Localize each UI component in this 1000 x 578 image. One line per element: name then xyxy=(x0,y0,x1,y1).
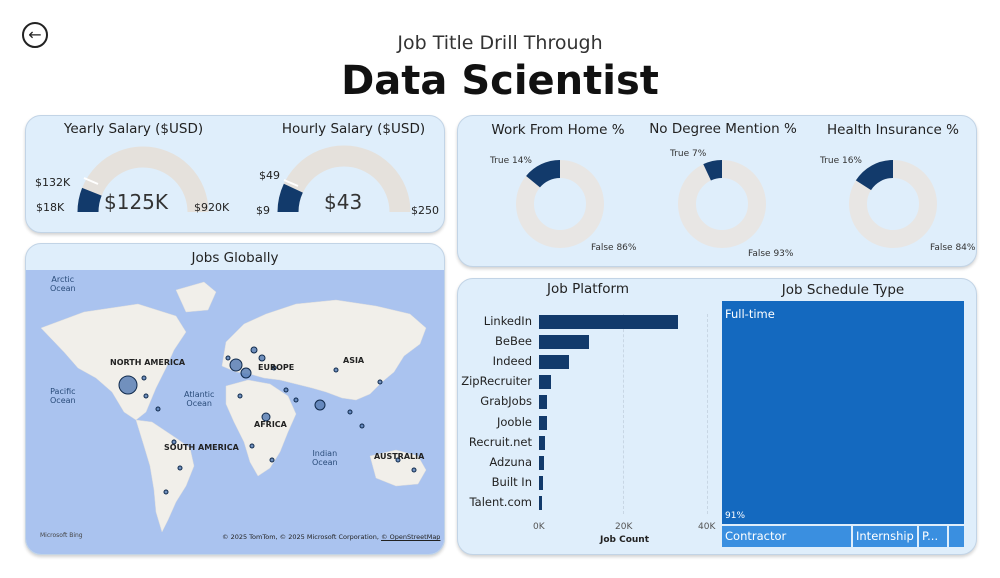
hourly-salary-value: $43 xyxy=(324,190,363,214)
hourly-gauge[interactable] xyxy=(236,132,436,232)
no-degree-donut-true-slice xyxy=(703,160,723,181)
bar[interactable] xyxy=(539,495,543,510)
bar-label: GrabJobs xyxy=(480,394,532,409)
yearly-gauge[interactable] xyxy=(26,132,236,232)
treemap-contractor[interactable]: Contractor xyxy=(722,526,851,547)
world-map[interactable] xyxy=(26,270,444,554)
hourly-min-label: $9 xyxy=(256,204,270,217)
bar[interactable] xyxy=(539,315,678,329)
health-donut-true-slice xyxy=(855,160,894,191)
wfh-donut[interactable] xyxy=(510,154,610,254)
map-copyright: © 2025 TomTom, © 2025 Microsoft Corporat… xyxy=(222,533,441,541)
no-degree-false-label: False 93% xyxy=(748,249,794,259)
bar[interactable] xyxy=(539,415,547,430)
bar-label: Built In xyxy=(491,474,532,489)
bar-label: BeBee xyxy=(494,334,532,349)
health-false-label: False 84% xyxy=(930,243,976,253)
map-card: Jobs Globally xyxy=(25,243,445,555)
hourly-target-label: $49 xyxy=(259,169,280,182)
pacific-ocean-label: Pacific Ocean xyxy=(50,387,76,405)
no-degree-title: No Degree Mention % xyxy=(649,121,797,137)
map-title: Jobs Globally xyxy=(191,250,279,266)
treemap-full-time[interactable]: Full-time 91% xyxy=(722,301,964,524)
page-title: Data Scientist xyxy=(341,58,659,104)
north-america-label: NORTH AMERICA xyxy=(110,358,186,367)
wfh-title: Work From Home % xyxy=(491,122,625,138)
arrow-left-icon: ← xyxy=(28,25,42,44)
bar-label: LinkedIn xyxy=(483,314,532,328)
grid-line-20k xyxy=(623,314,624,514)
hourly-max-label: $250 xyxy=(411,204,439,217)
wfh-false-label: False 86% xyxy=(591,243,637,253)
job-markers xyxy=(118,346,417,495)
percent-card: Work From Home % No Degree Mention % Hea… xyxy=(457,115,977,267)
osm-link[interactable]: © OpenStreetMap xyxy=(381,533,441,541)
yearly-salary-title: Yearly Salary ($USD) xyxy=(63,121,204,137)
asia-label: ASIA xyxy=(343,356,365,365)
no-degree-donut[interactable] xyxy=(672,154,772,254)
job-platform-title: Job Platform xyxy=(546,281,630,297)
bar[interactable] xyxy=(539,335,590,350)
arctic-ocean-label: Arctic Ocean xyxy=(50,275,76,293)
bar-label: ZipRecruiter xyxy=(461,374,532,389)
bar-label: Jooble xyxy=(496,414,532,429)
europe-label: EUROPE xyxy=(258,363,295,372)
platform-card: Job Platform Job Schedule Type LinkedIn B… xyxy=(457,278,977,555)
x-axis-label: Job Count xyxy=(600,535,650,545)
bar[interactable] xyxy=(539,355,570,370)
africa-label: AFRICA xyxy=(254,420,287,429)
yearly-salary-value: $125K xyxy=(104,190,169,214)
south-america-label: SOUTH AMERICA xyxy=(164,443,239,452)
full-time-pct: 91% xyxy=(725,511,746,521)
health-insurance-title: Health Insurance % xyxy=(827,122,959,138)
bar-label: Adzuna xyxy=(489,454,532,469)
bar-label: Indeed xyxy=(492,354,532,369)
x-tick-0k: 0K xyxy=(533,522,545,532)
hourly-gauge-fill xyxy=(277,183,304,213)
health-donut[interactable] xyxy=(843,154,943,254)
job-schedule-title: Job Schedule Type xyxy=(781,282,905,298)
treemap-part-time[interactable]: P... xyxy=(919,526,947,547)
no-degree-true-label: True 7% xyxy=(670,149,707,159)
australia-label: AUSTRALIA xyxy=(374,452,425,461)
indian-ocean-label: Indian Ocean xyxy=(312,449,338,467)
page-subtitle: Job Title Drill Through xyxy=(397,32,603,54)
yearly-gauge-fill xyxy=(77,187,102,213)
treemap-other[interactable] xyxy=(949,526,964,547)
wfh-true-label: True 14% xyxy=(490,156,532,166)
hourly-salary-title: Hourly Salary ($USD) xyxy=(281,121,426,137)
salary-card: Yearly Salary ($USD) $132K $18K $920K $1… xyxy=(25,115,445,233)
bing-logo: Microsoft Bing xyxy=(40,532,83,539)
treemap-internship[interactable]: Internship xyxy=(853,526,917,547)
grid-line-40k xyxy=(707,314,708,514)
bar-label: Recruit.net xyxy=(468,434,532,449)
full-time-label: Full-time xyxy=(725,307,775,321)
bar-label: Talent.com xyxy=(469,494,532,509)
bar[interactable] xyxy=(539,375,551,390)
yearly-max-label: $920K xyxy=(194,201,230,214)
wfh-donut-true-slice xyxy=(526,160,561,188)
bar[interactable] xyxy=(539,435,546,450)
yearly-min-label: $18K xyxy=(36,201,65,214)
yearly-target-label: $132K xyxy=(35,176,71,189)
atlantic-ocean-label: Atlantic Ocean xyxy=(184,390,215,408)
x-tick-20k: 20K xyxy=(615,522,633,532)
health-true-label: True 16% xyxy=(820,156,862,166)
back-button[interactable]: ← xyxy=(22,22,48,48)
job-platform-chart: LinkedIn BeBee Indeed ZipRecruiter GrabJobs J… xyxy=(458,279,718,549)
x-tick-40k: 40K xyxy=(698,522,716,532)
schedule-treemap: Full-time 91% Contractor Internship P... xyxy=(722,301,964,547)
bar[interactable] xyxy=(539,475,543,490)
bar[interactable] xyxy=(539,395,548,410)
bar[interactable] xyxy=(539,455,545,470)
